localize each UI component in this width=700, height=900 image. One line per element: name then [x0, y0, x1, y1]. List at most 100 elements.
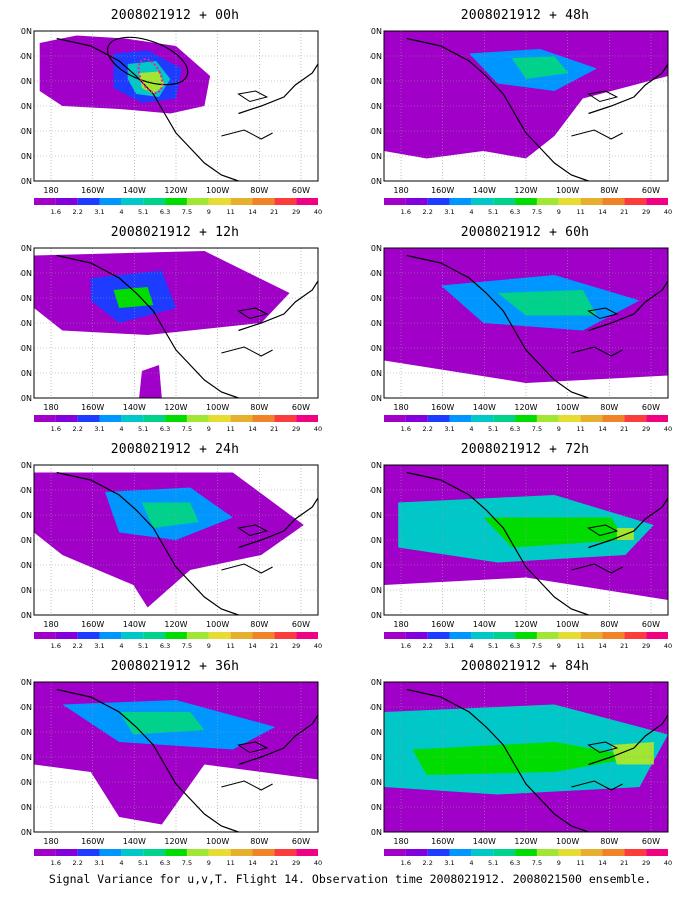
colorbar-swatch: [384, 198, 406, 205]
colorbar-swatch: [34, 849, 56, 856]
lon-label: 180: [393, 403, 408, 412]
map-frame: [33, 464, 319, 616]
map-00h: 70N 60N 50N 40N 30N 20N 10N 180 160W 140W 120W 100W…: [20, 28, 319, 195]
colorbar-label: 9: [207, 208, 211, 216]
coastline: [238, 63, 319, 115]
colorbar-label: 14: [598, 859, 606, 867]
lat-label: 60N: [370, 52, 382, 61]
panel-title: 2008021912 + 84h: [460, 659, 590, 674]
lon-label: 80W: [250, 620, 268, 629]
colorbar-label: 5.1: [488, 642, 498, 650]
lon-label: 160W: [431, 620, 454, 629]
colorbar-label: 6.3: [510, 859, 520, 867]
map-frame: [383, 681, 669, 833]
lon-label: 120W: [164, 620, 187, 629]
colorbar-swatch: [449, 198, 472, 205]
colorbar-label: 9: [557, 208, 561, 216]
lon-label: 180: [43, 186, 58, 195]
colorbar-swatch: [405, 415, 428, 422]
colorbar-swatch: [646, 198, 668, 205]
colorbar-label: 40: [314, 425, 322, 433]
lat-label: 60N: [20, 703, 32, 712]
colorbar-swatch: [449, 415, 472, 422]
colorbar-label: 4: [119, 859, 123, 867]
colorbar-swatch: [405, 632, 428, 639]
colorbar-label: 29: [642, 642, 650, 650]
colorbar-label: 4: [469, 642, 473, 650]
colorbar-label: 9: [557, 642, 561, 650]
colorbar-label: 9: [207, 859, 211, 867]
colorbar-label: 11: [226, 425, 234, 433]
map-frame: [33, 681, 319, 833]
colorbar-swatch: [536, 632, 559, 639]
colorbar-swatch: [580, 632, 603, 639]
panel-title: 2008021912 + 60h: [460, 225, 590, 240]
map-60h: 70N 60N 50N 40N 30N 20N 10N 180 160W 140W 120W 100W…: [370, 245, 669, 412]
great-lakes: [237, 307, 269, 320]
great-lakes: [587, 90, 619, 103]
colorbar-label: 7.5: [532, 425, 542, 433]
colorbar-swatch: [296, 849, 318, 856]
map-frame: [383, 464, 669, 616]
coastline: [56, 471, 239, 616]
lat-label: 20N: [20, 152, 32, 161]
lat-label: 50N: [370, 294, 382, 303]
colorbar-swatch: [624, 849, 647, 856]
lat-label: 60N: [370, 703, 382, 712]
colorbar-label: 6.3: [510, 642, 520, 650]
coastline: [571, 563, 623, 574]
colorbar-label: 29: [292, 425, 300, 433]
colorbar-swatch: [558, 849, 581, 856]
colorbar-swatch: [208, 415, 231, 422]
colorbar-label: 14: [598, 208, 606, 216]
colorbar-swatch: [186, 415, 209, 422]
colorbar-label: 4: [469, 208, 473, 216]
map-84h: 70N 60N 50N 40N 30N 20N 10N 180 160W 140W 120W 100W…: [370, 679, 669, 846]
lat-label: 50N: [20, 294, 32, 303]
lat-label: 30N: [370, 778, 382, 787]
lon-label: 60W: [642, 186, 660, 195]
panel-title: 2008021912 + 72h: [460, 442, 590, 457]
lat-label: 30N: [20, 127, 32, 136]
colorbar-label: 11: [576, 208, 584, 216]
colorbar-swatch: [77, 632, 100, 639]
map-frame: [33, 247, 319, 399]
coastline: [56, 37, 239, 182]
colorbar-label: 1.6: [401, 208, 411, 216]
colorbar-label: 2.2: [423, 425, 433, 433]
colorbar-swatch: [624, 632, 647, 639]
lon-label: 80W: [250, 837, 268, 846]
colorbar-label: 21: [270, 425, 278, 433]
panel-title: 2008021912 + 24h: [110, 442, 240, 457]
colorbar-label: 21: [270, 642, 278, 650]
colorbar-label: 6.3: [160, 425, 170, 433]
lat-label: 40N: [20, 319, 32, 328]
colorbar-label: 5.1: [138, 859, 148, 867]
colorbar-label: 11: [576, 425, 584, 433]
lat-label: 60N: [370, 269, 382, 278]
colorbar-swatch: [536, 415, 559, 422]
great-lakes: [587, 524, 619, 537]
colorbar-label: 3.1: [94, 425, 104, 433]
panel-60h: 2008021912 + 60h 70N 60N 50N 40N 30N 20N 10N 18…: [370, 225, 680, 435]
colorbar-label: 7.5: [532, 859, 542, 867]
lon-label: 100W: [556, 620, 579, 629]
panel-48h: 2008021912 + 48h 70N 60N 50N 40N 30N 20N 10N 18…: [370, 8, 680, 218]
colorbar-swatch: [536, 198, 559, 205]
lat-label: 70N: [20, 462, 32, 470]
lon-label: 100W: [206, 620, 229, 629]
lon-label: 80W: [250, 403, 268, 412]
colorbar-swatch: [515, 849, 537, 856]
map-frame: [33, 30, 319, 182]
colorbar-swatch: [471, 849, 494, 856]
lat-label: 70N: [370, 245, 382, 253]
colorbar-label: 5.1: [488, 859, 498, 867]
colorbar-swatch: [34, 415, 56, 422]
colorbar-swatch: [558, 415, 581, 422]
colorbar-label: 1.6: [51, 208, 61, 216]
lon-label: 120W: [514, 186, 537, 195]
colorbar-swatch: [252, 849, 275, 856]
panel-00h: 2008021912 + 00h 70N 60N 50N 40N 30N 20N 10N 18…: [20, 8, 330, 218]
colorbar-label: 6.3: [160, 859, 170, 867]
colorbar-label: 2.2: [73, 642, 83, 650]
